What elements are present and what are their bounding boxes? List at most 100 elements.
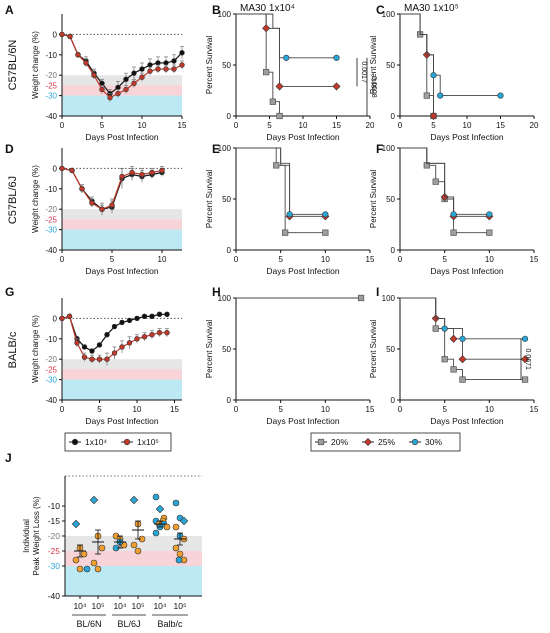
panel-letter-E: E xyxy=(212,142,220,156)
J-threshold-label: -20 xyxy=(48,531,61,541)
G-series-0-point xyxy=(141,313,148,320)
A-series-0-point xyxy=(163,60,169,66)
J-group-label: BL/6N xyxy=(76,619,101,629)
G-y-tick-label: -40 xyxy=(45,396,57,405)
A-series-1-line xyxy=(61,33,183,99)
J-point xyxy=(83,565,91,573)
A-series-0-point xyxy=(179,50,185,56)
A-series-1-point xyxy=(91,72,97,78)
C-series-0-step xyxy=(400,13,434,116)
B-x-tick-label: 20 xyxy=(366,121,375,130)
I-series-0-marker xyxy=(459,376,466,383)
F-x-tick-label: 15 xyxy=(530,255,539,264)
A-series-1-point xyxy=(75,52,81,58)
E-series-2-marker xyxy=(322,211,329,218)
A-series-0-point xyxy=(115,84,121,91)
J-y-label: Peak Weight Loss (%) xyxy=(32,496,41,575)
E-y-tick-label: 100 xyxy=(218,144,232,153)
C-y-tick-label: 100 xyxy=(382,10,396,19)
G-x-tick-label: 0 xyxy=(60,405,65,414)
A-series-1-point xyxy=(179,62,185,68)
G-series-1-point xyxy=(111,350,118,356)
G-series-0-point xyxy=(156,311,163,318)
J-x-tick-label: 10⁵ xyxy=(132,601,145,611)
F-series-2-marker xyxy=(450,211,457,218)
I-y-tick-label: 0 xyxy=(391,396,396,405)
A-series-1-point xyxy=(67,33,73,40)
G-series-0-point xyxy=(104,332,110,338)
J-point xyxy=(94,565,102,573)
I-series-1-marker xyxy=(521,355,530,364)
C-x-label: Days Post Infection xyxy=(430,132,504,142)
G-series-1-point xyxy=(126,340,133,346)
G-series-1-point xyxy=(164,329,170,336)
A-y-tick-label: 0 xyxy=(53,30,58,39)
strain-label: BALB/c xyxy=(7,331,19,368)
E-x-tick-label: 15 xyxy=(366,255,375,264)
B-x-tick-label: 5 xyxy=(267,121,272,130)
E-y-tick-label: 0 xyxy=(227,246,232,255)
A-y-tick-label: -10 xyxy=(45,51,57,60)
B-y-tick-label: 0 xyxy=(227,112,232,121)
survival-legend-box xyxy=(310,432,461,452)
E-x-tick-label: 5 xyxy=(278,255,283,264)
A-series-0-point xyxy=(123,76,129,82)
D-x-tick-label: 10 xyxy=(158,255,167,264)
A-series-0-point xyxy=(131,70,137,76)
survival-legend-label-0: 20% xyxy=(331,437,348,447)
I-y-tick-label: 50 xyxy=(386,345,395,354)
G-series-1-point xyxy=(119,344,125,350)
D-x-tick-label: 5 xyxy=(110,255,115,264)
G-x-label: Days Post Infection xyxy=(85,416,159,426)
D-y-tick-label: -10 xyxy=(45,185,57,194)
B-y-label: Percent Survival xyxy=(205,36,214,94)
J-point xyxy=(134,547,142,555)
J-point xyxy=(90,559,98,567)
I-series-2-marker xyxy=(521,335,529,342)
I-pvalue-label: 0.0671 xyxy=(524,348,531,370)
A-band-30 xyxy=(62,95,182,116)
J-threshold-label: -30 xyxy=(48,561,61,571)
A-x-tick-label: 5 xyxy=(100,121,105,130)
B-series-0-marker xyxy=(263,69,270,76)
G-band-30 xyxy=(62,379,182,400)
I-series-0-marker xyxy=(521,376,529,383)
J-point xyxy=(152,493,160,501)
G-band-20 xyxy=(62,359,182,370)
B-y-tick-label: 100 xyxy=(218,10,232,19)
D-x-label: Days Post Infection xyxy=(85,266,159,276)
D-y-tick-label: -40 xyxy=(45,246,57,255)
A-threshold-label: -25 xyxy=(45,81,57,90)
J-point xyxy=(76,565,84,573)
E-series-0-marker xyxy=(282,229,289,236)
G-series-1-point xyxy=(149,332,155,338)
D-series-1-point xyxy=(149,169,155,176)
I-series-0-marker xyxy=(432,325,439,332)
B-series-1-marker xyxy=(332,82,341,91)
D-series-1-point xyxy=(79,186,85,192)
panel-letter-H: H xyxy=(212,285,221,299)
F-y-tick-label: 50 xyxy=(386,195,395,204)
D-series-1-point xyxy=(119,173,125,180)
weight-legend-box xyxy=(64,432,172,452)
panel-letter-F: F xyxy=(376,142,383,156)
D-threshold-label: -30 xyxy=(45,226,57,235)
B-x-tick-label: 10 xyxy=(299,121,308,130)
panel-letter-I: I xyxy=(376,285,379,299)
D-series-1-point xyxy=(109,202,115,208)
C-x-tick-label: 0 xyxy=(398,121,403,130)
G-x-tick-label: 10 xyxy=(133,405,142,414)
D-threshold-label: -20 xyxy=(45,205,57,214)
A-series-0-point xyxy=(99,80,105,87)
D-y-label: Weight change (%) xyxy=(31,165,40,233)
J-y-label: Individual xyxy=(22,519,31,553)
survival-legend-marker-2 xyxy=(411,438,419,446)
A-series-1-point xyxy=(115,90,121,97)
J-x-tick-label: 10⁴ xyxy=(73,601,86,611)
J-point xyxy=(71,519,81,529)
J-point xyxy=(89,495,99,505)
A-series-1-point xyxy=(107,94,113,101)
panel-letter-D: D xyxy=(5,142,14,156)
A-series-1-point xyxy=(123,86,129,93)
